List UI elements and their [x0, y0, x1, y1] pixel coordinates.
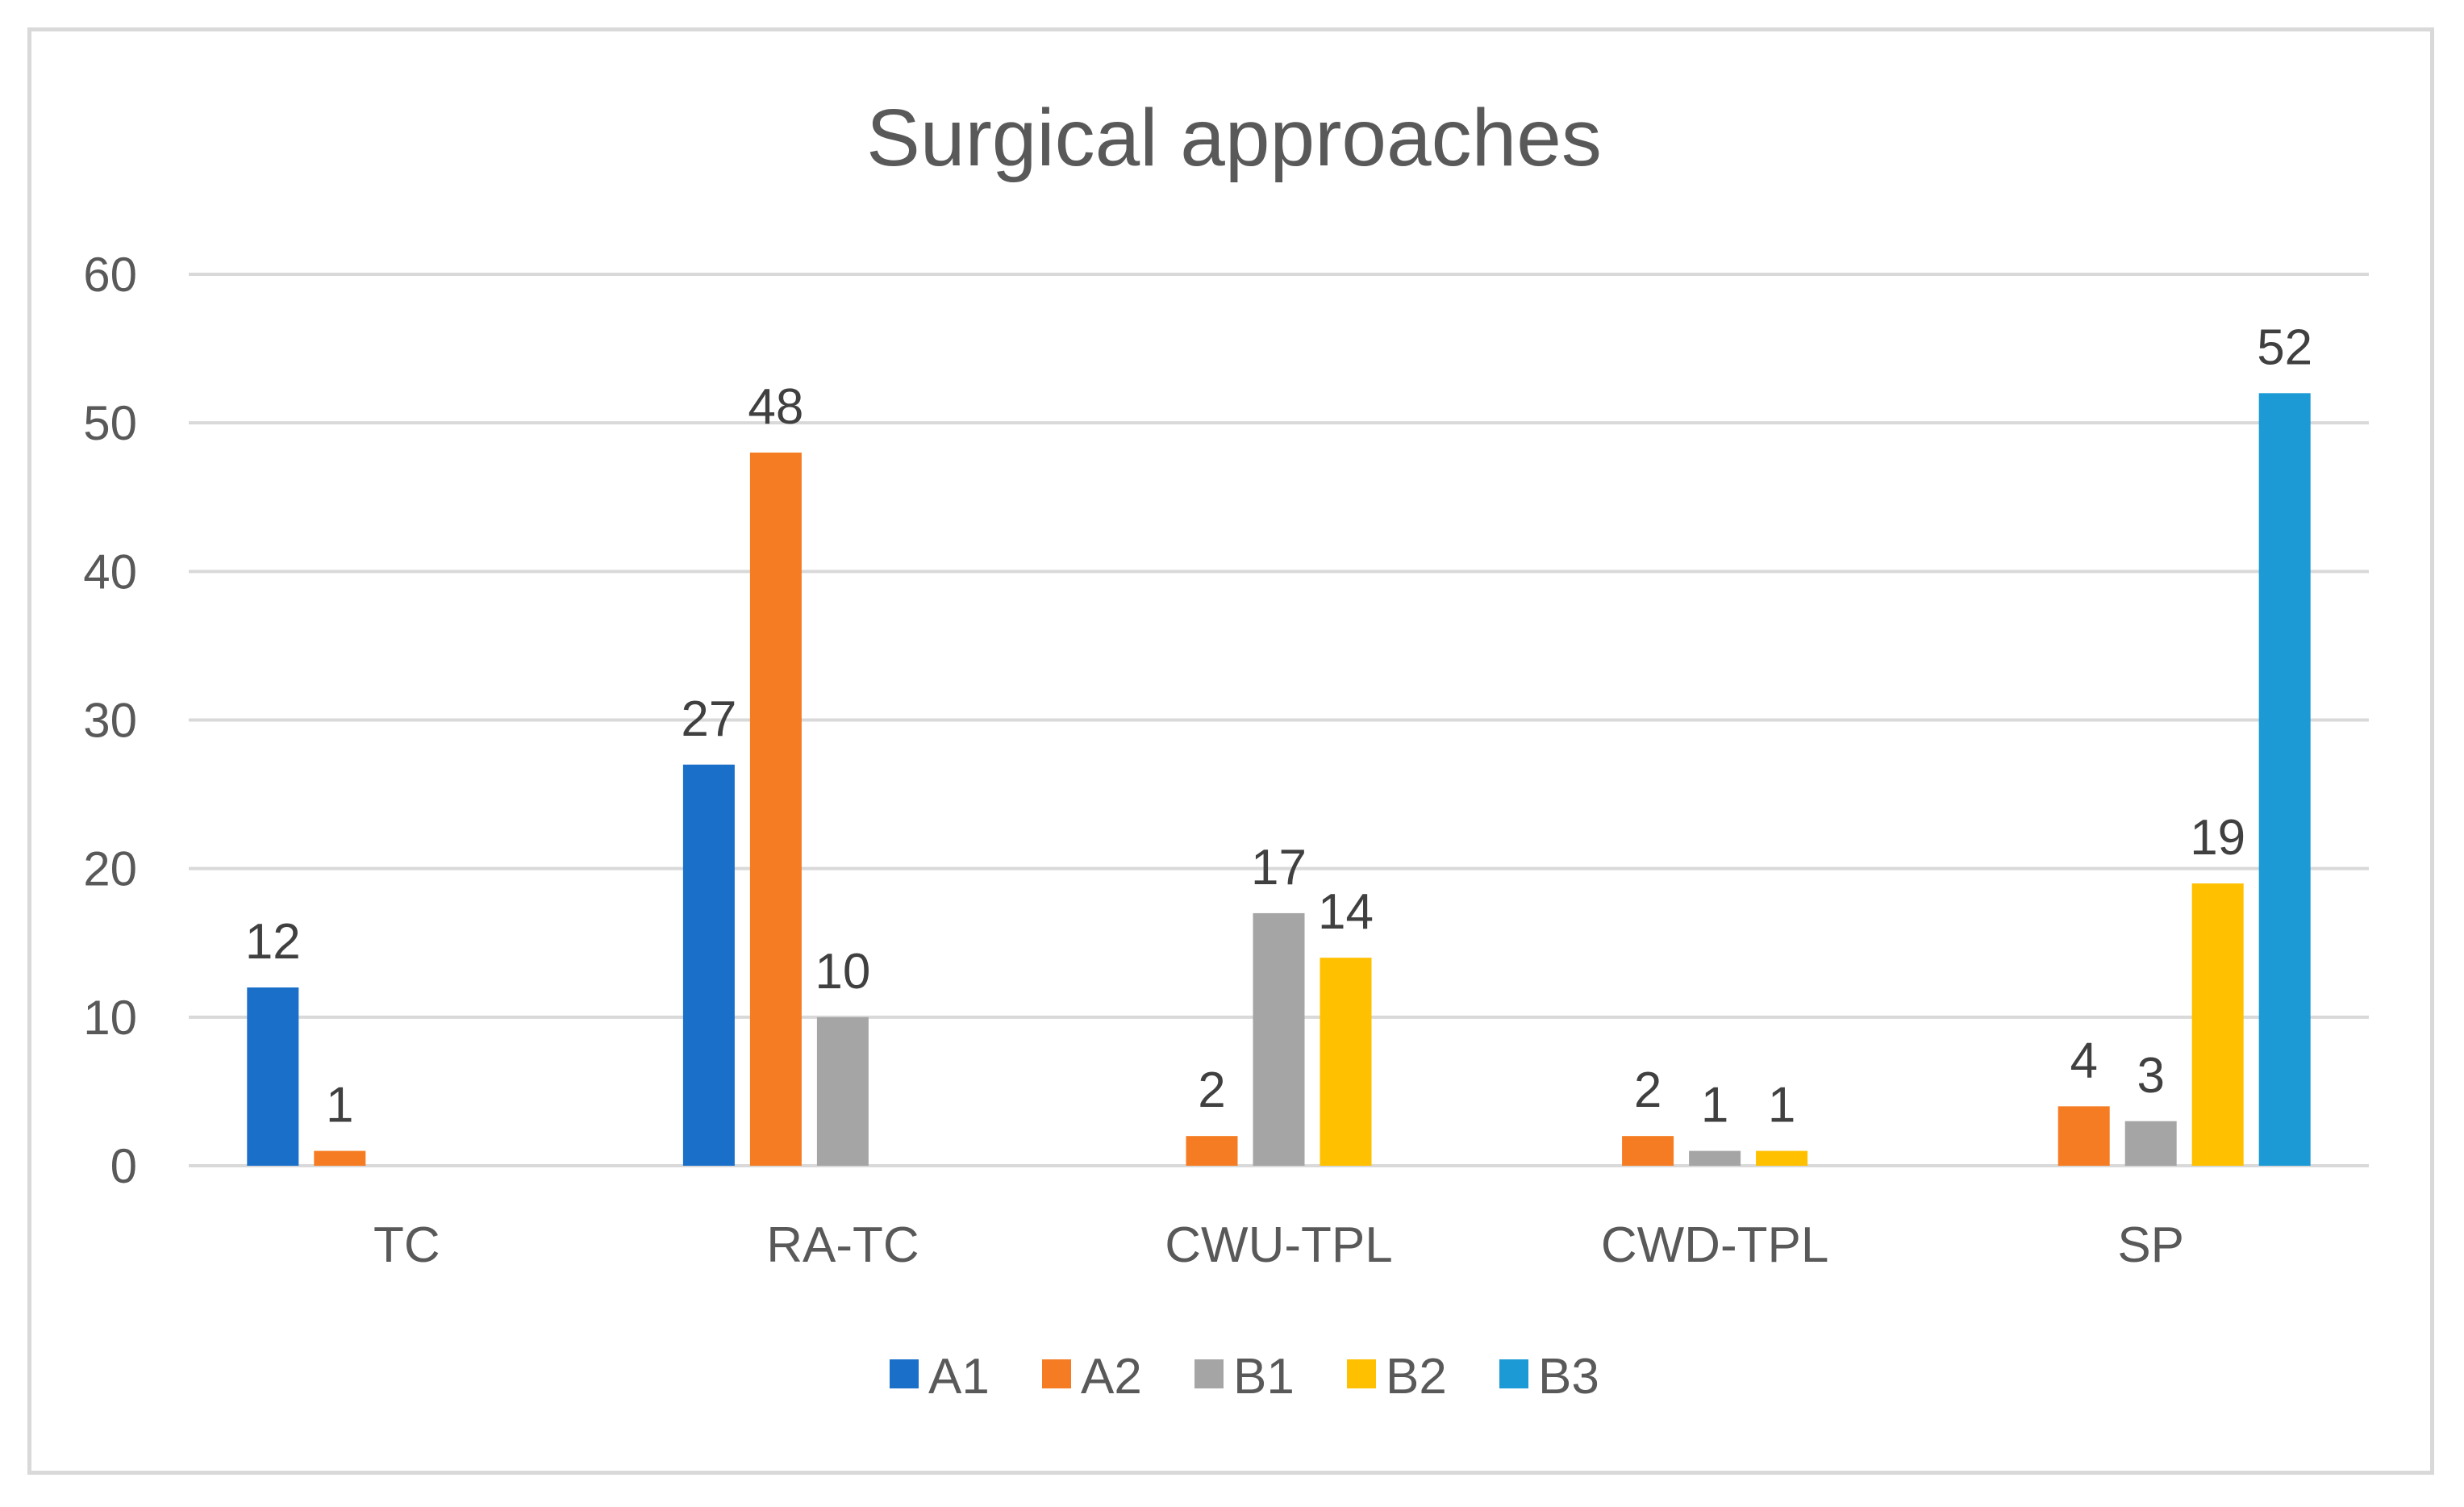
legend-swatch-b1 [1194, 1359, 1224, 1388]
category-label-sp: SP [2117, 1217, 2184, 1273]
legend-label-a1: A1 [928, 1349, 990, 1405]
bar-b1-ra-tc [816, 1016, 869, 1166]
bars [247, 393, 2311, 1166]
y-tick-40: 40 [83, 545, 137, 599]
y-tick-20: 20 [83, 842, 137, 896]
data-label-a2-ra-tc: 48 [748, 379, 803, 435]
bar-b2-sp [2191, 883, 2244, 1166]
bar-b2-cwd-tpl [1756, 1150, 1808, 1166]
legend-swatch-b3 [1499, 1359, 1528, 1388]
legend-label-a2: A2 [1081, 1349, 1142, 1405]
category-labels: TC RA-TC CWU-TPL CWD-TPL SP [373, 1217, 2184, 1273]
y-tick-0: 0 [110, 1139, 137, 1193]
chart-title: Surgical approaches [866, 93, 1602, 183]
legend-label-b2: B2 [1386, 1349, 1447, 1405]
bar-b3-sp [2258, 393, 2311, 1166]
y-tick-60: 60 [83, 248, 137, 302]
bar-a2-sp [2058, 1106, 2110, 1166]
data-label-b2-cwu-tpl: 14 [1318, 884, 1374, 940]
data-label-a1-ra-tc: 27 [681, 691, 736, 747]
bar-b1-cwd-tpl [1689, 1150, 1741, 1166]
bar-a2-tc [314, 1150, 366, 1166]
legend-label-b3: B3 [1538, 1349, 1599, 1405]
category-label-ra-tc: RA-TC [766, 1217, 919, 1273]
chart-frame [27, 27, 2434, 1475]
bar-a2-cwu-tpl [1186, 1136, 1238, 1166]
y-tick-30: 30 [83, 694, 137, 748]
data-label-a2-cwu-tpl: 2 [1198, 1062, 1225, 1118]
data-label-a2-tc: 1 [326, 1078, 353, 1133]
category-label-cwu-tpl: CWU-TPL [1165, 1217, 1392, 1273]
bar-b2-cwu-tpl [1320, 958, 1372, 1166]
legend-swatch-a2 [1042, 1359, 1071, 1388]
category-label-cwd-tpl: CWD-TPL [1601, 1217, 1828, 1273]
bar-b1-cwu-tpl [1253, 912, 1305, 1166]
legend: A1 A2 B1 B2 B3 [890, 1349, 1599, 1405]
data-label-b3-sp: 52 [2257, 319, 2312, 375]
category-label-tc: TC [373, 1217, 440, 1273]
bar-a2-ra-tc [749, 453, 802, 1166]
data-label-b2-cwd-tpl: 1 [1768, 1078, 1795, 1133]
data-label-b2-sp: 19 [2190, 810, 2245, 866]
data-label-a2-sp: 4 [2070, 1033, 2097, 1088]
bar-a1-ra-tc [682, 764, 735, 1166]
bar-a2-cwd-tpl [1622, 1136, 1674, 1166]
legend-label-b1: B1 [1233, 1349, 1295, 1405]
y-tick-50: 50 [83, 396, 137, 450]
y-tick-labels: 0 10 20 30 40 50 60 [83, 248, 137, 1193]
gridlines [189, 273, 2369, 1167]
legend-swatch-b2 [1347, 1359, 1376, 1388]
data-label-b1-sp: 3 [2137, 1048, 2164, 1104]
data-label-b1-ra-tc: 10 [815, 944, 870, 1000]
y-tick-10: 10 [83, 991, 137, 1045]
legend-swatch-a1 [890, 1359, 919, 1388]
data-label-a1-tc: 12 [245, 914, 301, 970]
bar-b1-sp [2124, 1121, 2177, 1166]
data-label-b1-cwd-tpl: 1 [1701, 1078, 1728, 1133]
data-label-a2-cwd-tpl: 2 [1634, 1062, 1661, 1118]
bar-a1-tc [247, 987, 299, 1166]
data-label-b1-cwu-tpl: 17 [1251, 840, 1307, 895]
